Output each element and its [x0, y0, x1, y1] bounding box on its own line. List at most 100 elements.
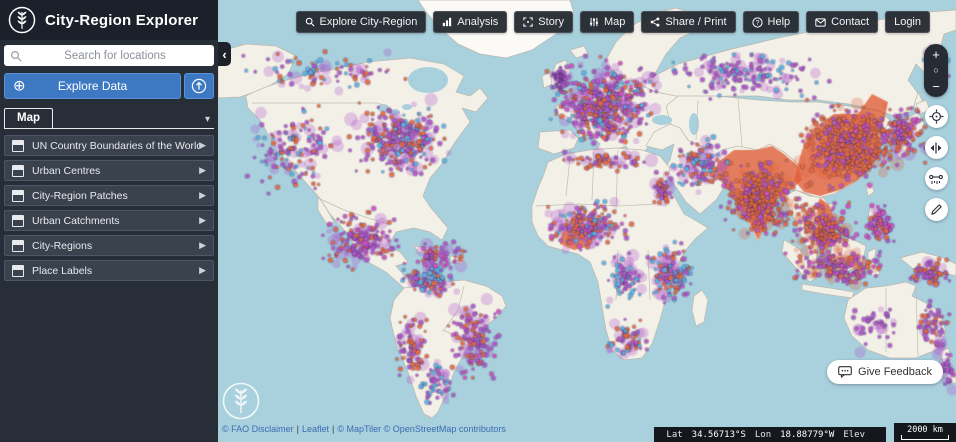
- attribution-separator: |: [296, 424, 299, 434]
- sidebar: City-Region Explorer ⊕ Explore Data Map …: [0, 0, 218, 442]
- zoom-in-button[interactable]: +: [932, 47, 940, 62]
- fao-watermark-logo: [222, 382, 260, 420]
- fao-logo-icon: [8, 6, 36, 34]
- attribution-leaflet-link[interactable]: Leaflet: [301, 424, 330, 434]
- explore-data-label: Explore Data: [57, 79, 128, 93]
- help-icon: ?: [751, 16, 763, 28]
- lon-label: Lon: [754, 429, 772, 440]
- layer-label: Urban Catchments: [32, 214, 120, 227]
- locate-button[interactable]: [924, 105, 948, 128]
- zoom-control: + ○ −: [924, 44, 948, 97]
- layer-checkbox[interactable]: [12, 214, 24, 227]
- map-control-column: + ○ −: [924, 44, 948, 221]
- chevron-right-icon[interactable]: ▶: [199, 265, 206, 275]
- layer-label: Place Labels: [32, 264, 93, 277]
- layer-label: UN Country Boundaries of the World: [32, 139, 200, 152]
- scale-line: [901, 434, 949, 440]
- search-icon: [10, 50, 22, 61]
- layer-urban-catchments[interactable]: Urban Catchments ▶: [4, 210, 214, 231]
- attribution-fao-link[interactable]: © FAO Disclaimer: [222, 424, 294, 434]
- upload-button[interactable]: [184, 73, 214, 99]
- arrow-up-circle-icon: [191, 78, 207, 94]
- zoom-reset-button[interactable]: ○: [933, 65, 939, 75]
- help-button[interactable]: ? Help: [742, 11, 800, 33]
- app-title: City-Region Explorer: [45, 11, 199, 29]
- nav-label: Help: [767, 16, 791, 28]
- measure-button[interactable]: [924, 167, 948, 190]
- layer-checkbox[interactable]: [12, 239, 24, 252]
- chevron-right-icon[interactable]: ▶: [199, 190, 206, 200]
- analysis-button[interactable]: Analysis: [433, 11, 508, 33]
- layer-checkbox[interactable]: [12, 264, 24, 277]
- layer-label: City-Region Patches: [32, 189, 128, 202]
- contact-button[interactable]: Contact: [806, 11, 879, 33]
- chevron-right-icon[interactable]: ▶: [199, 215, 206, 225]
- swipe-compare-button[interactable]: [924, 136, 948, 159]
- give-feedback-button[interactable]: Give Feedback: [827, 360, 943, 384]
- compare-arrows-icon: [930, 142, 942, 153]
- share-icon: [651, 17, 660, 27]
- map-scale-bar: 2000 km: [894, 423, 956, 442]
- map-button[interactable]: Map: [579, 11, 635, 33]
- nav-label: Login: [894, 16, 921, 28]
- frame-icon: [523, 17, 533, 27]
- nav-label: Contact: [831, 16, 870, 28]
- location-search-box: [4, 45, 214, 66]
- map-attribution: © FAO Disclaimer | Leaflet | © MapTiler © Op…: [222, 424, 506, 434]
- explore-data-button[interactable]: ⊕ Explore Data: [4, 73, 181, 99]
- chevron-right-icon[interactable]: ▶: [199, 140, 206, 150]
- plus-circle-icon: ⊕: [13, 77, 26, 95]
- pencil-icon: [930, 204, 942, 215]
- crosshair-icon: [928, 109, 944, 124]
- map-canvas[interactable]: Explore City-Region Analysis Story Map S…: [218, 0, 956, 442]
- layer-checkbox[interactable]: [12, 139, 24, 152]
- feedback-bubble-icon: [838, 366, 852, 378]
- search-input[interactable]: [22, 48, 208, 63]
- search-icon: [305, 17, 315, 27]
- layer-list: UN Country Boundaries of the World ▶ Urb…: [4, 135, 214, 281]
- layer-city-regions[interactable]: City-Regions ▶: [4, 235, 214, 256]
- layer-checkbox[interactable]: [12, 189, 24, 202]
- svg-text:?: ?: [755, 19, 759, 26]
- nav-label: Explore City-Region: [319, 16, 418, 28]
- explore-row: ⊕ Explore Data: [4, 73, 214, 99]
- tab-map[interactable]: Map: [4, 108, 53, 128]
- layer-un-country-boundaries[interactable]: UN Country Boundaries of the World ▶: [4, 135, 214, 156]
- top-navigation: Explore City-Region Analysis Story Map S…: [295, 11, 930, 33]
- layer-label: Urban Centres: [32, 164, 101, 177]
- story-button[interactable]: Story: [514, 11, 573, 33]
- explore-city-region-button[interactable]: Explore City-Region: [295, 11, 427, 33]
- attribution-separator: |: [332, 424, 335, 434]
- draw-button[interactable]: [924, 198, 948, 221]
- zoom-out-button[interactable]: −: [932, 79, 940, 94]
- share-print-button[interactable]: Share / Print: [641, 11, 736, 33]
- sliders-icon: [589, 17, 599, 27]
- nav-label: Share / Print: [665, 16, 727, 28]
- sidebar-tabbar: Map ▾: [4, 105, 214, 129]
- login-button[interactable]: Login: [885, 11, 930, 33]
- layer-checkbox[interactable]: [12, 164, 24, 177]
- coordinates-bar: Lat 34.56713°S Lon 18.88779°W Elev: [654, 427, 886, 442]
- layer-place-labels[interactable]: Place Labels ▶: [4, 260, 214, 281]
- scale-label: 2000 km: [907, 424, 943, 435]
- elev-label: Elev: [843, 429, 865, 440]
- lat-value: 34.56713°S: [691, 429, 746, 440]
- layer-label: City-Regions: [32, 239, 93, 252]
- layer-urban-centres[interactable]: Urban Centres ▶: [4, 160, 214, 181]
- sidebar-collapse-button[interactable]: ‹: [218, 42, 231, 66]
- lat-label: Lat: [666, 429, 683, 440]
- layer-city-region-patches[interactable]: City-Region Patches ▶: [4, 185, 214, 206]
- nav-label: Story: [538, 16, 564, 28]
- attribution-osm-link[interactable]: © MapTiler © OpenStreetMap contributors: [337, 424, 506, 434]
- chevron-right-icon[interactable]: ▶: [199, 240, 206, 250]
- chevron-down-icon[interactable]: ▾: [204, 114, 210, 125]
- lon-value: 18.88779°W: [780, 429, 835, 440]
- bar-chart-icon: [443, 17, 452, 27]
- chevron-right-icon[interactable]: ▶: [199, 165, 206, 175]
- contact-icon: [815, 17, 826, 27]
- feedback-label: Give Feedback: [858, 366, 932, 378]
- measure-icon: [929, 174, 943, 184]
- nav-label: Map: [603, 16, 626, 28]
- nav-label: Analysis: [457, 16, 499, 28]
